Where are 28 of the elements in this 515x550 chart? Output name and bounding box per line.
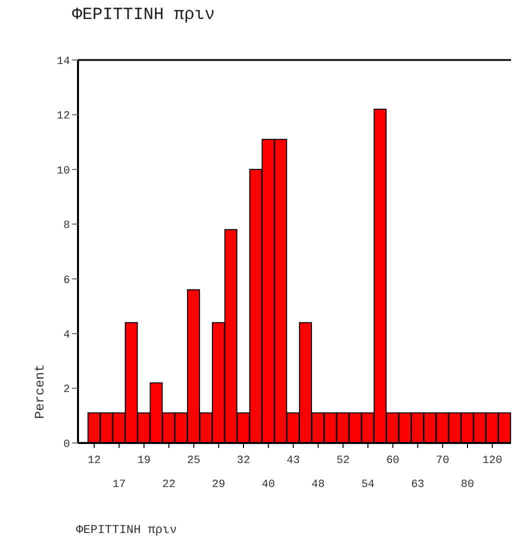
y-tick-label: 8 (63, 220, 70, 232)
x-tick-label: 22 (162, 479, 176, 491)
x-tick-label: 29 (212, 479, 226, 491)
y-tick-label: 6 (63, 274, 70, 287)
x-tick-label: 40 (262, 479, 275, 491)
x-tick-label: 120 (482, 455, 502, 467)
x-tick-label: 48 (312, 479, 325, 491)
x-tick-label: 60 (386, 455, 400, 467)
y-tick-label: 4 (63, 329, 70, 342)
x-tick-label: 70 (436, 455, 450, 467)
x-tick-label: 32 (236, 455, 250, 467)
x-tick-label: 12 (88, 455, 101, 467)
y-tick-label: 14 (56, 56, 70, 68)
x-tick-label: 19 (137, 455, 151, 467)
x-tick-label: 54 (361, 479, 375, 491)
x-tick-label: 43 (286, 455, 300, 467)
x-tick-label: 63 (411, 479, 424, 491)
x-tick-label: 25 (187, 455, 200, 467)
y-tick-label: 10 (56, 165, 70, 178)
x-tick-label: 52 (336, 455, 350, 467)
x-axis-title: ΦΕΡΙΤΤΙΝΗ πριν (76, 523, 177, 537)
chart-title: ΦΕΡΙΤΤΙΝΗ πριν (72, 6, 215, 25)
y-axis-title: Percent (32, 363, 48, 421)
x-tick-label: 17 (112, 479, 126, 491)
y-tick-label: 0 (63, 438, 70, 451)
x-tick-label: 80 (460, 479, 474, 491)
y-tick-label: 12 (56, 110, 70, 123)
y-tick-label: 2 (63, 384, 70, 396)
